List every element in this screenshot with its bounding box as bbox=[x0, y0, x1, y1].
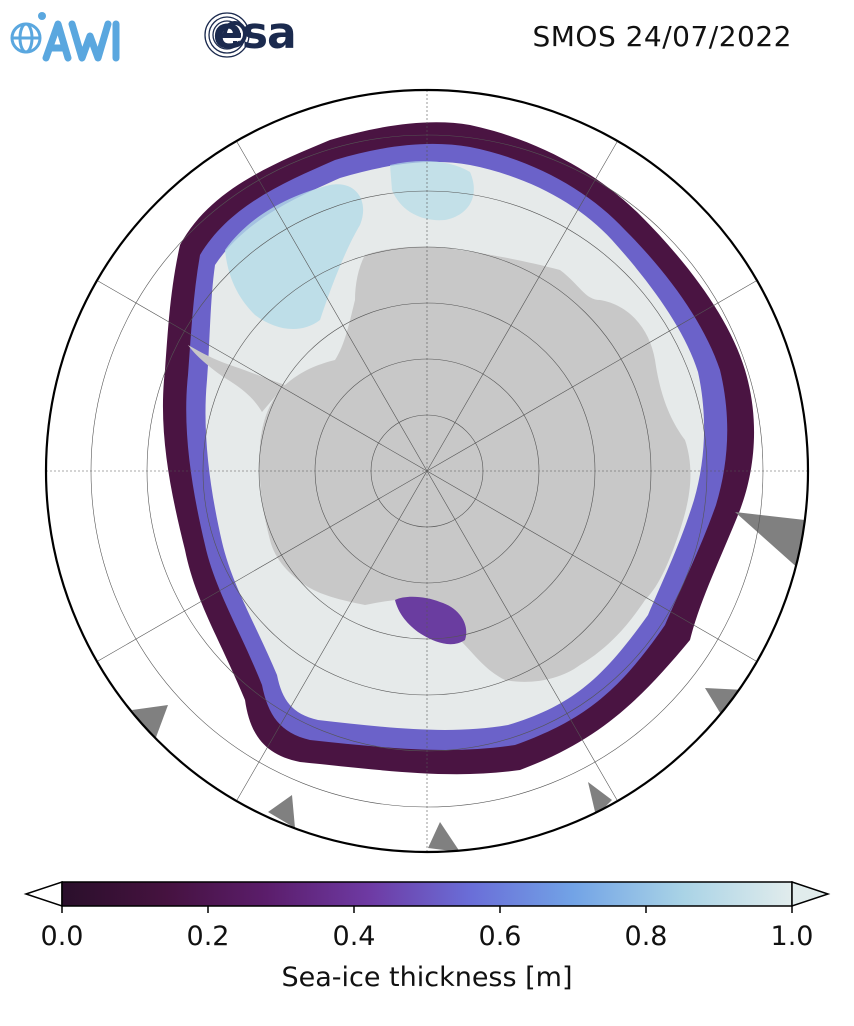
colorbar bbox=[23, 880, 831, 913]
colorbar-label: Sea-ice thickness [m] bbox=[281, 962, 573, 993]
colorbar-tick-label: 0.0 bbox=[40, 921, 84, 952]
missing-data-patch bbox=[588, 782, 612, 816]
missing-data-patch bbox=[428, 822, 460, 852]
graticule-circles bbox=[90, 134, 764, 808]
awi-logo bbox=[10, 12, 120, 62]
colorbar-extend-high bbox=[791, 880, 831, 908]
antarctica-land bbox=[259, 246, 691, 682]
colorbar-ticks bbox=[61, 906, 793, 913]
colorbar-tick-label: 1.0 bbox=[770, 921, 814, 952]
missing-data-patch bbox=[735, 512, 805, 570]
sea-ice-map bbox=[44, 88, 810, 854]
antarctic-peninsula bbox=[188, 345, 285, 412]
esa-emblem-icon bbox=[204, 12, 250, 58]
map-title: SMOS 24/07/2022 bbox=[532, 20, 792, 53]
colorbar-tick-label: 0.6 bbox=[478, 921, 522, 952]
star-icon bbox=[38, 12, 46, 20]
colorbar-extend-low bbox=[23, 880, 63, 908]
esa-logo-text: esa bbox=[213, 8, 297, 59]
colorbar-tick-label: 0.8 bbox=[624, 921, 668, 952]
map-boundary bbox=[44, 88, 810, 854]
ice-patch-blue bbox=[225, 184, 364, 330]
missing-data-patch bbox=[268, 795, 295, 828]
colorbar-gradient bbox=[61, 881, 793, 907]
missing-data-patch bbox=[132, 705, 168, 740]
colorbar-tick-label: 0.4 bbox=[332, 921, 376, 952]
ice-patch-blue bbox=[390, 160, 474, 221]
colorbar-tick-label: 0.2 bbox=[186, 921, 230, 952]
ross-sea-thin-ice bbox=[395, 596, 467, 645]
